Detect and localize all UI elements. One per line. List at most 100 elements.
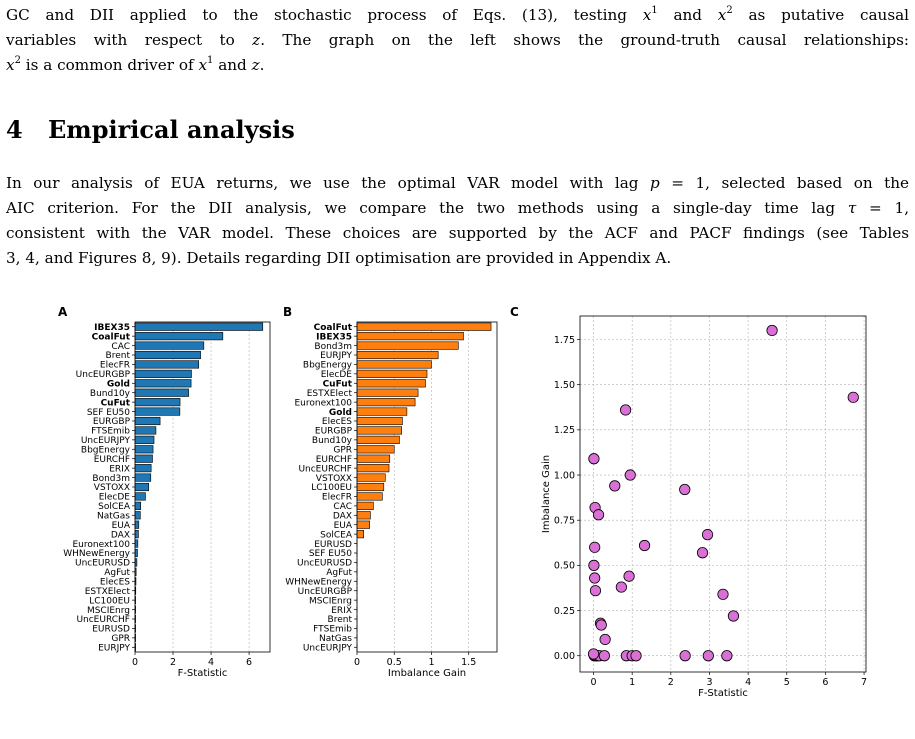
y-tick-label: ESTXElect xyxy=(85,587,131,597)
y-tick-label: IBEX35 xyxy=(316,332,352,342)
bar xyxy=(134,322,264,331)
x-tick-label: 0 xyxy=(132,657,138,668)
y-tick-label: EUA xyxy=(112,521,131,531)
y-tick-label: CoalFut xyxy=(92,332,131,342)
x-tick-label: 4 xyxy=(745,677,751,688)
bar xyxy=(134,398,181,407)
y-tick-label: MSCIEnrg xyxy=(87,606,130,616)
x-tick-label: 2 xyxy=(170,657,176,668)
bar xyxy=(134,454,153,463)
y-tick-label: EURCHF xyxy=(316,455,352,465)
y-axis-label: Imbalance Gain xyxy=(541,455,552,533)
y-tick-label: ElecDE xyxy=(321,370,353,380)
bar xyxy=(356,473,386,482)
figure: IBEX35CoalFutCACBrentElecFRUncEURGBPGold… xyxy=(58,305,867,699)
panel-c-scatter-plot: 0 1 2 3 4 5 6 7 0.00 0.25 0.50 0.75 1.00 1.25 1.50 1.75… xyxy=(510,305,867,699)
x-tick-label: 6 xyxy=(246,657,252,668)
y-tick-label: 0.75 xyxy=(554,516,575,527)
y-tick-label: VSTOXX xyxy=(94,483,130,493)
x-tick-label: 0 xyxy=(354,657,360,668)
body-line-3: consistent with the VAR model. These cho… xyxy=(6,224,909,242)
x-tick-label: 1.5 xyxy=(461,657,476,668)
bar xyxy=(356,482,385,492)
y-tick-label: WHNewEnergy xyxy=(285,577,352,587)
x-axis-label: F-Statistic xyxy=(698,688,748,699)
bar xyxy=(356,530,365,539)
scatter-point xyxy=(587,648,600,660)
x-tick-label: 1 xyxy=(629,677,635,688)
bar xyxy=(356,379,426,388)
scatter-point xyxy=(696,547,709,559)
y-tick-label: DAX xyxy=(111,530,130,540)
y-tick-label: UncEURGBP xyxy=(298,587,353,597)
y-tick-label: ElecFR xyxy=(322,493,352,503)
y-tick-label: ElecDE xyxy=(99,493,131,503)
y-tick-label: UncEURJPY xyxy=(303,643,353,653)
bar xyxy=(134,426,157,435)
bar xyxy=(134,350,201,360)
scatter-point xyxy=(599,633,611,646)
scatter-point xyxy=(595,619,607,631)
y-tick-label: UncEURJPY xyxy=(81,436,131,446)
intro-line-3: x2 is a common driver of x1 and z. xyxy=(6,55,265,75)
plot-frame xyxy=(134,321,271,653)
x-axis-label: F-Statistic xyxy=(178,668,228,679)
bar xyxy=(356,454,391,463)
bar xyxy=(356,520,370,529)
y-tick-label: 0.50 xyxy=(554,561,575,572)
bar xyxy=(134,369,192,378)
y-tick-label: FTSEmib xyxy=(313,625,352,635)
intro-line-1: GC and DII applied to the stochastic pro… xyxy=(6,5,910,25)
scatter-point xyxy=(615,581,627,593)
y-tick-label: MSCIEnrg xyxy=(309,596,352,606)
panel-label: A xyxy=(58,305,68,319)
y-tick-label: UncEURUSD xyxy=(75,559,130,569)
bar xyxy=(134,464,152,473)
section-heading: 4 Empirical analysis xyxy=(6,115,295,144)
y-tick-label: EURGBP xyxy=(93,417,131,427)
panel-b-bar-chart: CoalFutIBEX35Bond3mEURJPYBbgEnergyElecDE… xyxy=(283,305,498,679)
y-tick-label: BbgEnergy xyxy=(303,361,353,371)
y-tick-label: EURUSD xyxy=(314,540,352,550)
y-tick-label: LC100EU xyxy=(311,483,352,493)
y-tick-label: CAC xyxy=(111,342,130,352)
bar xyxy=(356,501,374,510)
plot-frame xyxy=(356,321,498,653)
bar xyxy=(356,416,403,426)
y-tick-label: NatGas xyxy=(97,511,130,521)
y-tick-label: UncEURGBP xyxy=(76,370,131,380)
scatter-point xyxy=(598,650,610,662)
y-tick-label: CAC xyxy=(333,502,352,512)
bar xyxy=(356,426,402,435)
y-tick-label: UncEURUSD xyxy=(297,559,352,569)
bar xyxy=(356,464,390,473)
x-tick-label: 5 xyxy=(784,677,790,688)
bar xyxy=(134,435,155,444)
bar xyxy=(356,360,432,369)
y-tick-label: CuFut xyxy=(101,398,131,408)
panel-label: C xyxy=(510,305,519,319)
y-tick-label: Gold xyxy=(329,408,352,418)
bar xyxy=(134,530,139,539)
y-tick-label: NatGas xyxy=(319,634,352,644)
panel-a-bar-chart: IBEX35CoalFutCACBrentElecFRUncEURGBPGold… xyxy=(58,305,271,679)
bar xyxy=(134,511,141,520)
bar xyxy=(356,369,428,378)
scatter-point xyxy=(623,570,635,582)
y-tick-label: Brent xyxy=(328,615,353,625)
scatter-point xyxy=(847,391,859,403)
scatter-point xyxy=(620,404,632,416)
y-tick-label: EURGBP xyxy=(315,427,353,437)
y-tick-label: CoalFut xyxy=(314,323,353,333)
body-line-2: AIC criterion. For the DII analysis, we … xyxy=(6,199,910,217)
bar xyxy=(356,511,371,520)
y-tick-label: 1.25 xyxy=(554,425,575,436)
bar xyxy=(356,332,464,341)
scatter-point xyxy=(679,650,691,662)
bar xyxy=(134,332,224,341)
scatter-point xyxy=(702,650,714,662)
bar xyxy=(356,398,416,407)
intro-paragraph: GC and DII applied to the stochastic pro… xyxy=(6,3,909,78)
bar xyxy=(134,388,189,397)
x-tick-label: 3 xyxy=(706,677,712,688)
